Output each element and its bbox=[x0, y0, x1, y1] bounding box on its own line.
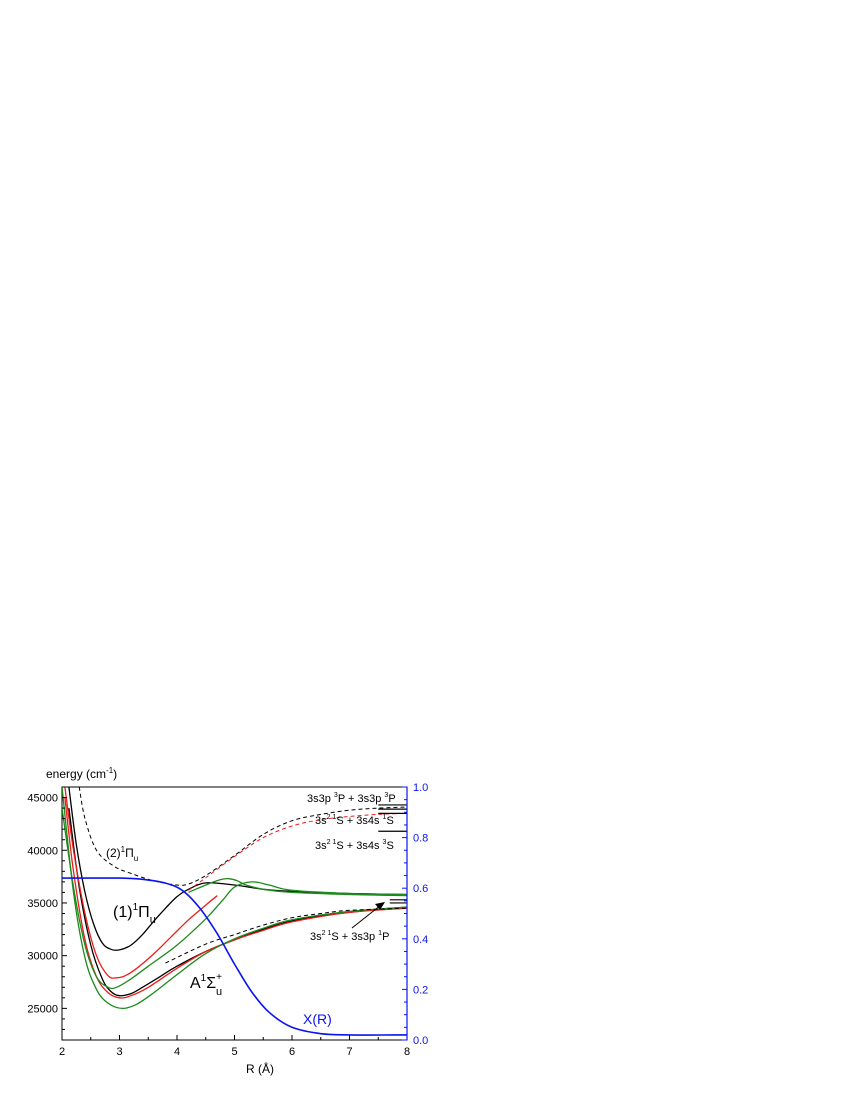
series-curve-9 bbox=[188, 812, 407, 891]
x-axis-title: R (Å) bbox=[246, 1061, 274, 1076]
x-tick-label: 8 bbox=[404, 1046, 410, 1058]
label-a-sigma-u: A1Σ+ u bbox=[190, 972, 222, 998]
x-tick-label: 6 bbox=[289, 1046, 295, 1058]
y-left-tick-label: 45000 bbox=[27, 793, 58, 805]
x-axis-ticks: 2 3 4 5 6 7 8 bbox=[59, 1035, 410, 1058]
label-1pi-u: (1)1Πu bbox=[113, 902, 156, 926]
series-curve-7 bbox=[188, 877, 407, 897]
series-curve-5 bbox=[62, 808, 407, 990]
x-tick-label: 4 bbox=[174, 1046, 180, 1058]
series-curve-4 bbox=[64, 797, 407, 999]
series-layer bbox=[62, 787, 407, 1036]
y-right-tick-label: 1.0 bbox=[413, 782, 428, 794]
series-curve-10 bbox=[165, 907, 407, 964]
x-tick-label: 2 bbox=[59, 1046, 65, 1058]
asymptote-label-3p-3p: 3s3p 3P + 3s3p 3P bbox=[307, 792, 396, 805]
y-left-tick-label: 35000 bbox=[27, 898, 58, 910]
x-tick-label: 5 bbox=[231, 1046, 237, 1058]
series-curve-2 bbox=[68, 808, 407, 997]
x-tick-label: 3 bbox=[116, 1046, 122, 1058]
series-curve-3 bbox=[64, 787, 218, 979]
label-2pi-u: (2)1Πu bbox=[106, 845, 138, 863]
x-tick-label: 7 bbox=[346, 1046, 352, 1058]
y-left-tick-label: 30000 bbox=[27, 951, 58, 963]
label-x-r: X(R) bbox=[303, 1011, 332, 1027]
series-curve-11 bbox=[62, 877, 407, 1036]
series-curve-1 bbox=[68, 787, 407, 951]
y-right-tick-label: 0.4 bbox=[413, 934, 428, 946]
y-left-axis-ticks: 25000 30000 35000 40000 45000 bbox=[27, 786, 67, 1030]
y-right-tick-label: 0.8 bbox=[413, 833, 428, 845]
y-right-tick-label: 0.2 bbox=[413, 984, 428, 996]
y-right-tick-label: 0.6 bbox=[413, 883, 428, 895]
asymptote-pointer-head bbox=[375, 902, 385, 910]
series-curve-6 bbox=[62, 787, 407, 1010]
series-curve-8 bbox=[78, 787, 407, 886]
asymptote-pointer-line bbox=[351, 904, 382, 929]
asymptote-label-4s-3s: 3s2 1S + 3s4s 3S bbox=[315, 839, 394, 852]
asymptote-markers bbox=[378, 804, 407, 904]
asymptote-label-4s-1s: 3s2 1S + 3s4s 1S bbox=[315, 814, 394, 827]
y-right-tick-label: 0.0 bbox=[413, 1035, 428, 1047]
asymptote-label-3p-1p: 3s2 1S + 3s3p 1P bbox=[310, 930, 389, 943]
y-left-tick-label: 25000 bbox=[27, 1003, 58, 1015]
y-left-axis-title: energy (cm-1) bbox=[46, 766, 117, 781]
y-left-tick-label: 40000 bbox=[27, 845, 58, 857]
y-right-axis-ticks: 0.0 0.2 0.4 0.6 0.8 1.0 bbox=[402, 782, 428, 1047]
